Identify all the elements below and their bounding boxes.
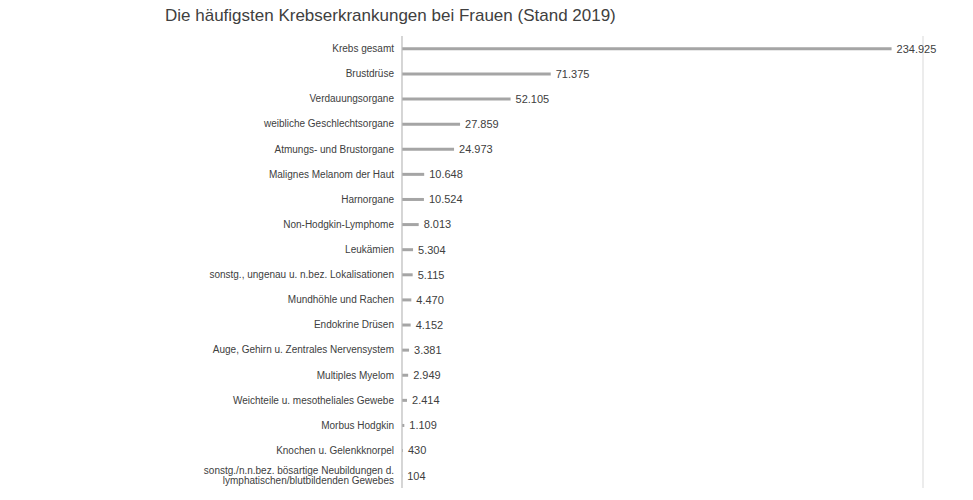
svg-text:sonstg., ungenau u. n.bez. Lok: sonstg., ungenau u. n.bez. Lokalisatione… [209, 269, 394, 280]
svg-text:Mundhöhle und Rachen: Mundhöhle und Rachen [288, 294, 394, 305]
svg-text:27.859: 27.859 [465, 118, 499, 130]
svg-text:430: 430 [408, 444, 426, 456]
svg-text:2.949: 2.949 [413, 369, 441, 381]
svg-text:4.152: 4.152 [416, 319, 444, 331]
svg-text:10.648: 10.648 [429, 168, 463, 180]
svg-text:Brustdrüse: Brustdrüse [346, 68, 395, 79]
svg-text:8.013: 8.013 [424, 218, 452, 230]
svg-text:52.105: 52.105 [516, 93, 550, 105]
svg-text:10.524: 10.524 [429, 193, 463, 205]
svg-text:4.470: 4.470 [416, 294, 444, 306]
svg-text:Atmungs- und Brustorgane: Atmungs- und Brustorgane [274, 144, 394, 155]
svg-text:Leukämien: Leukämien [345, 244, 394, 255]
svg-text:2.414: 2.414 [412, 394, 440, 406]
svg-text:weibliche Geschlechtsorgane: weibliche Geschlechtsorgane [263, 118, 395, 129]
svg-text:sonstg./n.n.bez. bösartige Neu: sonstg./n.n.bez. bösartige Neubildungen … [204, 465, 394, 486]
svg-text:104: 104 [407, 470, 425, 482]
svg-text:Morbus Hodgkin: Morbus Hodgkin [321, 420, 394, 431]
svg-text:Multiples Myelom: Multiples Myelom [317, 370, 394, 381]
svg-text:234.925: 234.925 [897, 43, 937, 55]
svg-text:Harnorgane: Harnorgane [341, 194, 394, 205]
svg-text:Auge, Gehirn u. Zentrales Nerv: Auge, Gehirn u. Zentrales Nervensystem [213, 344, 394, 355]
svg-text:5.115: 5.115 [418, 269, 445, 281]
svg-text:1.109: 1.109 [409, 419, 437, 431]
html-text:Die häufigsten Krebserkrankung: Die häufigsten Krebserkrankungen bei Fra… [165, 6, 616, 25]
svg-text:Krebs gesamt: Krebs gesamt [332, 43, 394, 54]
svg-text:Non-Hodgkin-Lymphome: Non-Hodgkin-Lymphome [283, 219, 394, 230]
svg-text:Malignes Melanom der Haut: Malignes Melanom der Haut [269, 169, 394, 180]
svg-text:Verdauungsorgane: Verdauungsorgane [309, 93, 394, 104]
svg-text:Knochen u. Gelenkknorpel: Knochen u. Gelenkknorpel [276, 445, 394, 456]
svg-text:Endokrine Drüsen: Endokrine Drüsen [314, 319, 394, 330]
svg-text:Weichteile u. mesotheliales Ge: Weichteile u. mesotheliales Gewebe [233, 395, 394, 406]
svg-text:24.973: 24.973 [459, 143, 493, 155]
svg-text:71.375: 71.375 [556, 68, 590, 80]
svg-text:5.304: 5.304 [418, 244, 446, 256]
svg-text:3.381: 3.381 [414, 344, 442, 356]
